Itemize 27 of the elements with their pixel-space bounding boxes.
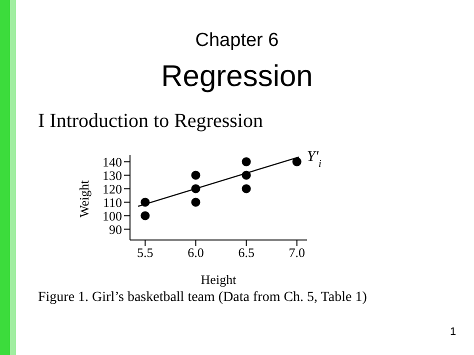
point	[242, 170, 251, 180]
text: I Introduction to Regression	[38, 110, 263, 133]
point	[292, 157, 302, 166]
point	[140, 211, 150, 220]
point	[191, 198, 200, 207]
x-tick-label: 5.5	[137, 245, 154, 260]
x-tick-label: 6.0	[188, 245, 204, 260]
point	[140, 198, 150, 207]
y-axis-title: Weight	[76, 180, 92, 218]
y-tick-label: 110	[102, 194, 122, 210]
text: 1	[450, 326, 456, 338]
point	[242, 184, 251, 194]
point	[191, 170, 200, 180]
chart-title: Chapter 6	[194, 30, 280, 52]
x-axis-title: Height	[200, 272, 237, 287]
y-tick-label: 100	[102, 208, 122, 224]
point	[242, 157, 251, 166]
point	[191, 184, 200, 194]
x-tick-label: 7.0	[288, 245, 306, 260]
y-tick-label: 130	[102, 168, 122, 183]
y-tick-label: 120	[102, 181, 122, 196]
caption: Figure 1. Girl’s basketball team (Data from Ch. 5, Table 1)	[38, 290, 367, 306]
y-tick-label: 140	[102, 154, 122, 170]
x-tick-label: 6.5	[238, 245, 254, 260]
chart-subtitle: Regression	[160, 60, 314, 94]
y-tick-label: 90	[109, 222, 122, 237]
series-label: Y′$_{i}$	[306, 149, 322, 170]
